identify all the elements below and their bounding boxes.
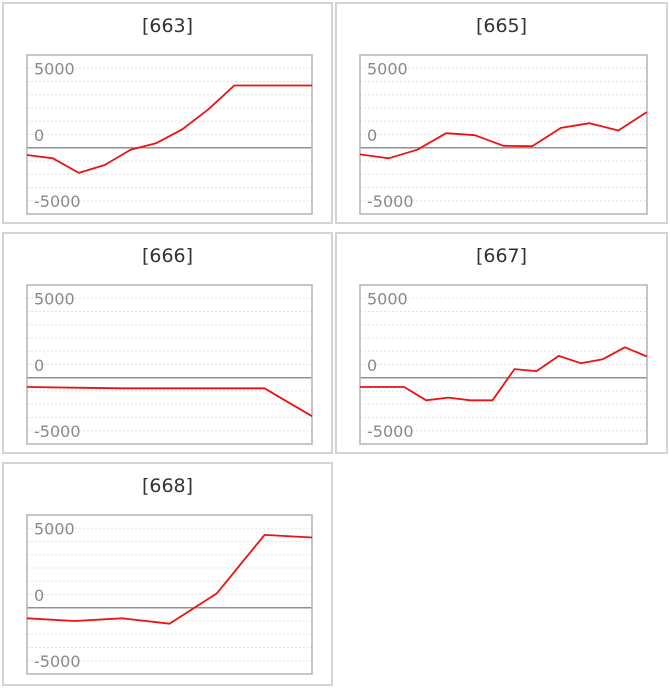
- chart-title: [668]: [141, 475, 194, 497]
- plot-frame: [26, 54, 313, 215]
- y-tick-label: -5000: [34, 422, 81, 441]
- series-line: [26, 84, 312, 174]
- series-line: [359, 111, 648, 160]
- chart-plot: 5000 0 -5000: [26, 514, 313, 675]
- y-tick-label: 5000: [367, 60, 408, 79]
- plot-frame: [359, 284, 648, 445]
- chart-panel-666: [666] 5000 0 -5000: [2, 232, 333, 454]
- chart-plot: 5000 0 -5000: [26, 54, 313, 215]
- chart-title: [667]: [475, 245, 528, 267]
- chart-panel-663: [663] 5000 0 -5000: [2, 2, 333, 224]
- y-tick-label: 5000: [367, 290, 408, 309]
- y-tick-label: -5000: [34, 192, 81, 211]
- chart-title: [666]: [141, 245, 194, 267]
- y-tick-label: 0: [34, 586, 44, 605]
- chart-panel-665: [665] 5000 0 -5000: [335, 2, 668, 224]
- y-tick-label: 5000: [34, 520, 75, 539]
- chart-panel-668: [668] 5000 0 -5000: [2, 462, 333, 686]
- chart-plot: 5000 0 -5000: [359, 284, 648, 445]
- y-tick-label: 0: [367, 356, 377, 375]
- y-tick-label: 5000: [34, 60, 75, 79]
- chart-panel-667: [667] 5000 0 -5000: [335, 232, 668, 454]
- chart-plot: 5000 0 -5000: [359, 54, 648, 215]
- chart-title: [665]: [475, 15, 528, 37]
- plot-frame: [26, 284, 313, 445]
- series-line: [360, 346, 648, 402]
- series-line: [26, 534, 313, 625]
- y-tick-label: 0: [34, 126, 44, 145]
- y-tick-label: -5000: [367, 422, 414, 441]
- plot-frame: [359, 54, 648, 215]
- chart-plot: 5000 0 -5000: [26, 284, 313, 445]
- y-tick-label: -5000: [367, 192, 414, 211]
- y-tick-label: 5000: [34, 290, 75, 309]
- plot-frame: [26, 514, 313, 675]
- series-line: [26, 386, 313, 417]
- chart-title: [663]: [141, 15, 194, 37]
- y-tick-label: 0: [367, 126, 377, 145]
- y-tick-label: 0: [34, 356, 44, 375]
- y-tick-label: -5000: [34, 652, 81, 671]
